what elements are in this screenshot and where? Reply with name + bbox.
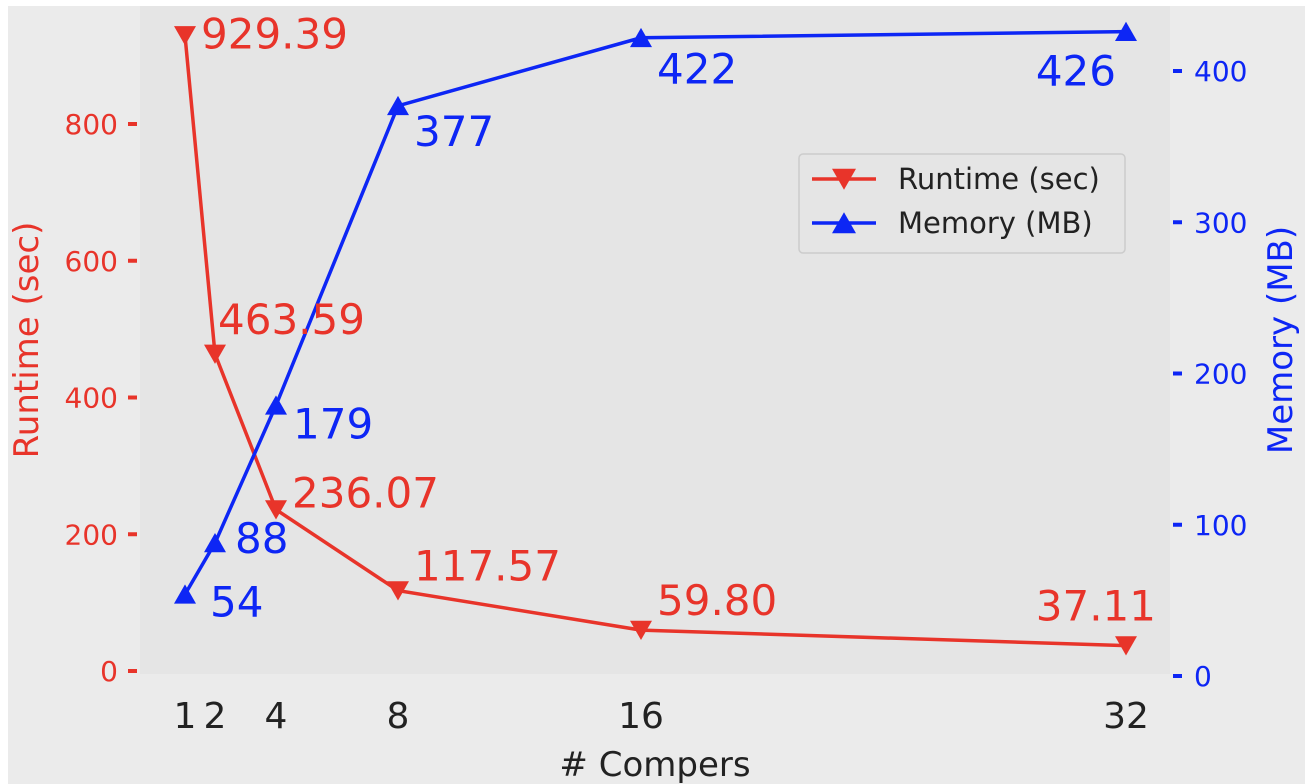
memory-data-label: 88: [235, 514, 288, 563]
legend-runtime-label: Runtime (sec): [898, 162, 1100, 196]
runtime-data-label: 929.39: [201, 10, 348, 59]
runtime-series-line: [183, 35, 1127, 648]
runtime-data-label: 117.57: [414, 542, 561, 591]
right-tick-label: 0: [1194, 660, 1212, 693]
runtime-point: [174, 26, 196, 46]
left-tick-label: 0: [100, 655, 118, 688]
x-axis-label: # Compers: [559, 745, 750, 784]
right-tick-label: 300: [1194, 206, 1247, 239]
runtime-point: [630, 620, 652, 641]
legend-memory-marker: [832, 212, 856, 234]
legend: Runtime (sec) Memory (MB): [798, 153, 1126, 254]
left-axis: 0 200 400 600 800: [65, 108, 137, 688]
data-labels: 929.39 463.59 236.07 117.57 59.80 37.11 54 88 17…: [201, 10, 1156, 631]
x-axis: 1 2 4 8 16 32: [174, 696, 1149, 737]
plot-area: [140, 6, 1170, 674]
right-axis: 0 100 200 300 400: [1173, 55, 1247, 693]
memory-point: [174, 584, 196, 604]
legend-runtime-marker: [832, 168, 856, 190]
x-tick-label: 32: [1103, 696, 1149, 737]
left-tick-label: 800: [65, 108, 118, 141]
left-tick-label: 200: [65, 518, 118, 551]
series-layer: [174, 21, 1137, 656]
x-tick-label: 8: [387, 696, 410, 737]
left-tick-label: 600: [65, 245, 118, 278]
runtime-data-label: 236.07: [292, 469, 439, 518]
legend-memory-label: Memory (MB): [898, 206, 1093, 240]
legend-box: [798, 153, 1126, 254]
x-tick-label: 2: [204, 696, 227, 737]
right-tick-label: 200: [1194, 358, 1247, 391]
runtime-data-label: 463.59: [218, 295, 365, 344]
x-tick-label: 1: [174, 696, 197, 737]
memory-point: [387, 95, 409, 116]
runtime-data-label: 37.11: [1036, 582, 1156, 631]
x-tick-label: 4: [265, 696, 288, 737]
memory-data-label: 426: [1036, 47, 1116, 96]
right-tick-label: 100: [1194, 509, 1247, 542]
runtime-point: [265, 500, 287, 520]
runtime-data-label: 59.80: [657, 576, 777, 625]
right-tick-label: 400: [1194, 55, 1247, 88]
memory-data-label: 54: [210, 577, 263, 626]
runtime-point: [387, 581, 409, 601]
memory-point: [265, 395, 287, 415]
memory-point: [630, 27, 652, 48]
x-tick-label: 16: [618, 696, 664, 737]
memory-point: [204, 533, 226, 553]
runtime-point: [1115, 636, 1137, 656]
memory-data-label: 179: [293, 399, 373, 448]
memory-data-label: 377: [414, 107, 494, 156]
memory-data-label: 422: [657, 45, 737, 94]
right-axis-label: Memory (MB): [1261, 226, 1301, 454]
memory-point: [1115, 21, 1137, 42]
left-axis-label: Runtime (sec): [7, 222, 47, 459]
left-tick-label: 400: [65, 382, 118, 415]
runtime-point: [204, 344, 226, 364]
